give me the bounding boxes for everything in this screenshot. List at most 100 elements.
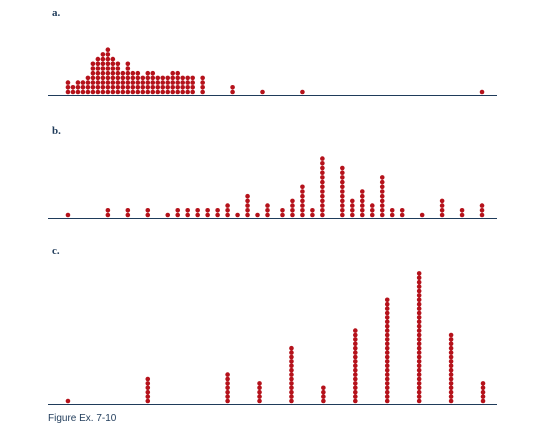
dot [120, 75, 126, 81]
dot [416, 306, 422, 311]
dot [384, 319, 390, 325]
dot [340, 203, 345, 208]
dot [389, 212, 395, 218]
dot [175, 89, 181, 95]
dot [379, 212, 385, 218]
dot [230, 85, 235, 90]
dot [340, 189, 345, 194]
dot [389, 208, 395, 213]
dot [416, 288, 422, 294]
dot [416, 301, 422, 307]
dot [416, 350, 422, 355]
dot [384, 381, 390, 386]
dot [379, 193, 385, 199]
dot [145, 212, 151, 218]
dot [320, 165, 325, 171]
dot [353, 328, 358, 333]
dot [416, 394, 422, 399]
dot [145, 75, 151, 81]
dot [215, 208, 220, 213]
dot [384, 328, 390, 333]
dot [85, 75, 91, 81]
dot [90, 85, 96, 90]
dot [416, 341, 422, 347]
dot [384, 363, 390, 369]
dot [185, 89, 190, 95]
dot [300, 198, 305, 204]
dot [145, 398, 151, 404]
dot [95, 85, 101, 90]
dot [384, 372, 390, 377]
dot [448, 345, 454, 351]
dot [100, 61, 106, 67]
dot [150, 85, 156, 90]
dot [110, 70, 116, 76]
dot [448, 398, 454, 404]
dot [353, 337, 358, 342]
dot [120, 89, 126, 95]
dot [439, 212, 445, 218]
dot [80, 89, 86, 95]
dot [416, 359, 422, 364]
dot [255, 212, 260, 218]
dot [165, 80, 171, 85]
panel-label: a. [52, 7, 61, 19]
dot [245, 212, 250, 218]
dot [353, 354, 358, 360]
dot [379, 189, 385, 194]
dot [321, 385, 326, 391]
dot [320, 161, 325, 166]
dot [75, 80, 81, 85]
dot [225, 394, 230, 399]
dot [289, 367, 294, 373]
dot [100, 66, 106, 71]
dot [140, 89, 146, 95]
dot [75, 89, 81, 95]
dot [320, 189, 325, 194]
dot [105, 208, 111, 213]
dot [160, 80, 166, 85]
dot [416, 376, 422, 382]
dot [125, 70, 131, 76]
dot [257, 385, 262, 391]
dot [448, 341, 454, 347]
dot [289, 385, 294, 391]
dot [384, 332, 390, 338]
dot [65, 398, 71, 404]
dot [384, 389, 390, 395]
dot [480, 398, 486, 404]
dot [379, 175, 385, 180]
dot [320, 198, 325, 204]
dot [353, 345, 358, 351]
dot [479, 212, 485, 218]
dot [150, 89, 156, 95]
dot [289, 376, 294, 382]
dot [75, 85, 81, 90]
dot [479, 208, 485, 213]
dot [289, 398, 294, 404]
dot [145, 80, 151, 85]
dot [145, 89, 151, 95]
dot [416, 354, 422, 360]
dot [200, 75, 205, 81]
dot [115, 89, 121, 95]
dot [320, 208, 325, 213]
dot [289, 359, 294, 364]
dot [350, 212, 355, 218]
dot [160, 75, 166, 81]
dot [480, 385, 486, 391]
dot [448, 381, 454, 386]
dot [320, 193, 325, 199]
dot [340, 179, 345, 185]
dot [448, 367, 454, 373]
dot [200, 80, 205, 85]
dot [416, 372, 422, 377]
dot [384, 350, 390, 355]
dot [115, 66, 121, 71]
dot [140, 85, 146, 90]
dot [384, 341, 390, 347]
dot [160, 89, 166, 95]
dot [384, 310, 390, 316]
dot [290, 208, 295, 213]
